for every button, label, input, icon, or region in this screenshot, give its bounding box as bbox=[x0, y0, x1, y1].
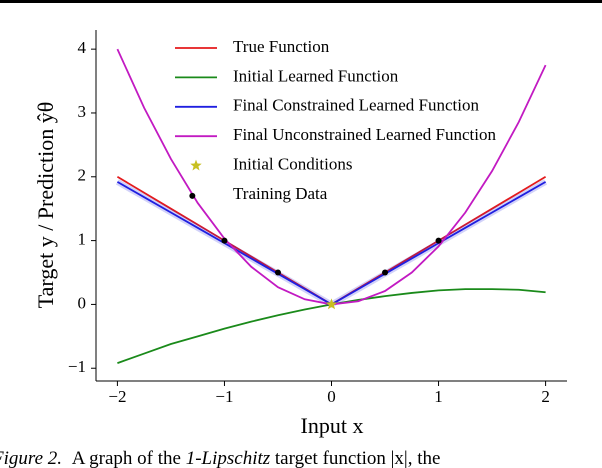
line bbox=[116, 176, 547, 306]
x-tick-label: 1 bbox=[434, 387, 443, 406]
x-tick-label: −2 bbox=[108, 387, 126, 406]
x-tick-label: −1 bbox=[215, 387, 233, 406]
point bbox=[325, 298, 338, 310]
line-band bbox=[115, 179, 548, 308]
caption-label: Figure 2. bbox=[0, 448, 62, 468]
x-tick-label: 0 bbox=[327, 387, 336, 406]
y-tick-label: 3 bbox=[78, 102, 87, 121]
legend-label: Initial Learned Function bbox=[233, 66, 399, 85]
y-tick-label: 2 bbox=[78, 166, 87, 185]
top-rule bbox=[0, 0, 602, 3]
legend-label: Final Unconstrained Learned Function bbox=[233, 125, 496, 144]
y-tick-label: 1 bbox=[78, 230, 87, 249]
point bbox=[435, 237, 442, 244]
legend-label: True Function bbox=[233, 37, 330, 56]
x-tick-label: 2 bbox=[541, 387, 550, 406]
y-tick-label: 0 bbox=[78, 293, 87, 312]
point bbox=[382, 269, 389, 276]
legend-label: Final Constrained Learned Function bbox=[233, 96, 479, 115]
point bbox=[221, 237, 228, 244]
caption-text: A graph of the bbox=[72, 448, 181, 468]
caption: Figure 2. A graph of the 1-Lipschitz tar… bbox=[0, 448, 440, 468]
legend-label: Initial Conditions bbox=[233, 155, 352, 174]
caption-text: target function |x|, the bbox=[275, 448, 441, 468]
y-tick-label: −1 bbox=[68, 357, 86, 376]
caption-emphasis: 1-Lipschitz bbox=[186, 448, 271, 468]
point bbox=[189, 192, 196, 199]
y-tick-label: 4 bbox=[78, 38, 87, 57]
legend-label: Training Data bbox=[233, 184, 328, 203]
line bbox=[116, 48, 547, 306]
x-axis-label: Input x bbox=[301, 413, 364, 438]
y-axis-label: Target y / Prediction ŷθ bbox=[33, 102, 58, 309]
legend-swatch bbox=[190, 159, 202, 171]
line bbox=[116, 181, 547, 306]
point bbox=[274, 269, 281, 276]
